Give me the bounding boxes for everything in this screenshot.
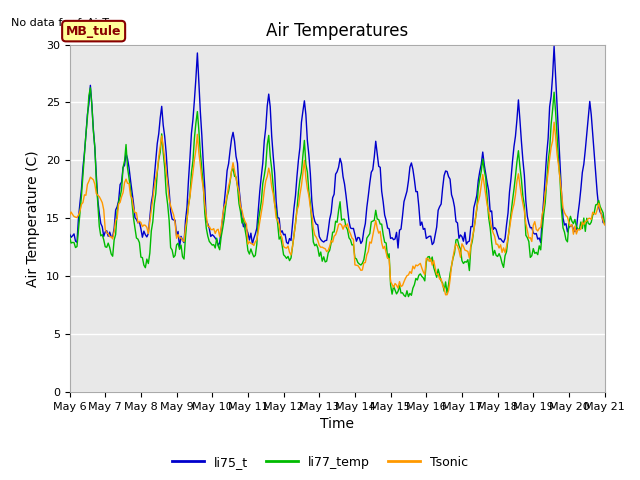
Text: MB_tule: MB_tule [66, 24, 122, 37]
X-axis label: Time: Time [320, 418, 354, 432]
Y-axis label: Air Temperature (C): Air Temperature (C) [26, 150, 40, 287]
Legend: li75_t, li77_temp, Tsonic: li75_t, li77_temp, Tsonic [167, 451, 473, 474]
Text: No data for f_AirT: No data for f_AirT [11, 17, 109, 28]
Title: Air Temperatures: Air Temperatures [266, 22, 408, 40]
